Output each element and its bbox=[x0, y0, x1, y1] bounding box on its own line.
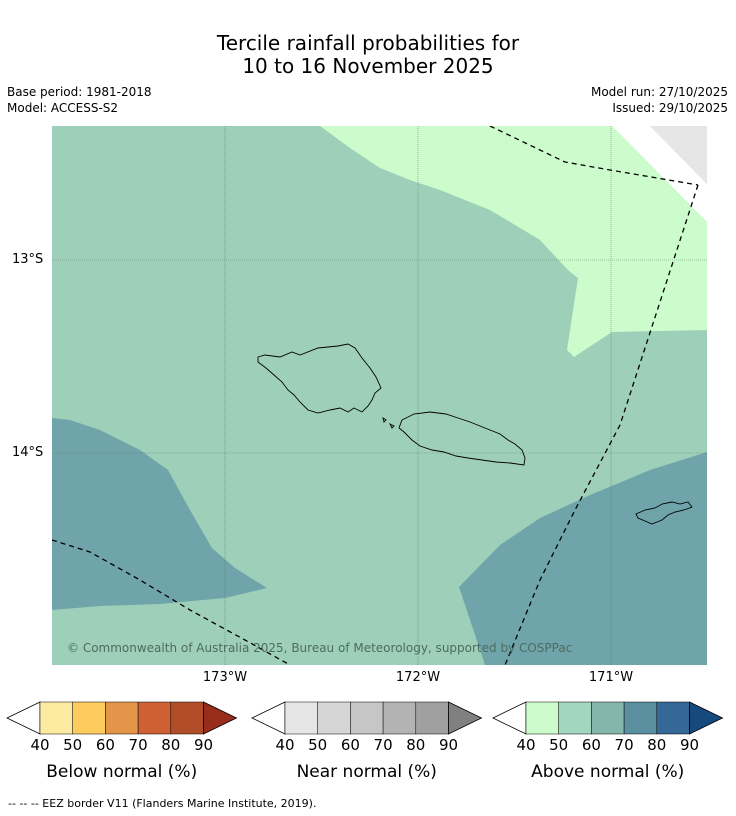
apolima-island bbox=[388, 422, 395, 429]
colorbar-segment bbox=[105, 701, 139, 735]
colorbar-tick: 60 bbox=[95, 736, 115, 754]
colorbar-tick: 80 bbox=[406, 736, 426, 754]
colorbar-segment bbox=[492, 701, 527, 735]
colorbar-tick: 50 bbox=[63, 736, 83, 754]
colorbar-tick: 40 bbox=[516, 736, 536, 754]
colorbar-tick: 90 bbox=[438, 736, 459, 754]
colorbar-segment bbox=[558, 701, 592, 735]
colorbar-tick: 60 bbox=[581, 736, 601, 754]
manono-island bbox=[382, 416, 387, 423]
colorbar-segment bbox=[415, 701, 449, 735]
colorbar-tick: 80 bbox=[161, 736, 181, 754]
colorbar-tick: 50 bbox=[308, 736, 328, 754]
colorbar-segment bbox=[72, 701, 106, 735]
lon-label-173w: 173°W bbox=[202, 670, 248, 685]
region-above-60-east bbox=[459, 452, 707, 665]
colorbar-tick: 50 bbox=[549, 736, 569, 754]
region-above-40 bbox=[320, 126, 707, 357]
colorbar-segment bbox=[656, 701, 690, 735]
colorbar-segment bbox=[137, 701, 172, 735]
colorbar-1 bbox=[251, 701, 483, 735]
lat-label-13s: 13°S bbox=[12, 252, 44, 267]
map-title-line1: Tercile rainfall probabilities for bbox=[216, 31, 520, 55]
colorbar-segment bbox=[203, 701, 238, 735]
colorbar-segment bbox=[448, 701, 483, 735]
colorbar-segment bbox=[6, 701, 41, 735]
lat-label-14s: 14°S bbox=[12, 445, 44, 460]
base-period: Base period: 1981-2018 bbox=[7, 85, 152, 99]
forecast-map bbox=[52, 126, 707, 665]
model-run: Model run: 27/10/2025 bbox=[590, 85, 728, 99]
eez-footnote: -- -- -- EEZ border V11 (Flanders Marine… bbox=[8, 797, 317, 810]
region-above-60-west bbox=[52, 418, 267, 610]
issued-date: Issued: 29/10/2025 bbox=[612, 101, 728, 115]
colorbar-tick: 90 bbox=[679, 736, 700, 754]
colorbar-label: Near normal (%) bbox=[296, 762, 437, 782]
eez-border-southwest bbox=[52, 539, 291, 665]
lon-label-171w: 171°W bbox=[588, 670, 634, 685]
copyright-notice: © Commonwealth of Australia 2025, Bureau… bbox=[67, 641, 573, 655]
colorbar-tick: 90 bbox=[193, 736, 214, 754]
colorbars bbox=[6, 701, 724, 735]
upolu-island bbox=[398, 411, 526, 466]
colorbar-segment bbox=[39, 701, 73, 735]
colorbar-segment bbox=[689, 701, 724, 735]
colorbar-0 bbox=[6, 701, 238, 735]
colorbar-tick: 80 bbox=[647, 736, 667, 754]
lon-label-172w: 172°W bbox=[395, 670, 441, 685]
colorbar-tick: 60 bbox=[340, 736, 360, 754]
colorbar-segment bbox=[284, 701, 318, 735]
colorbar-label: Above normal (%) bbox=[531, 762, 685, 782]
model-name: Model: ACCESS-S2 bbox=[7, 101, 119, 115]
colorbar-segment bbox=[591, 701, 625, 735]
colorbar-segment bbox=[350, 701, 384, 735]
savaii-island bbox=[257, 343, 382, 414]
colorbar-label: Below normal (%) bbox=[46, 762, 198, 782]
region-white-gap bbox=[612, 126, 707, 222]
colorbar-tick: 70 bbox=[373, 736, 393, 754]
colorbar-segment bbox=[382, 701, 417, 735]
colorbar-tick: 40 bbox=[30, 736, 50, 754]
colorbar-tick: 70 bbox=[128, 736, 148, 754]
colorbar-2 bbox=[492, 701, 724, 735]
map-title-line2: 10 to 16 November 2025 bbox=[242, 54, 494, 78]
colorbar-segment bbox=[317, 701, 351, 735]
colorbar-segment bbox=[251, 701, 286, 735]
colorbar-segment bbox=[170, 701, 204, 735]
colorbar-tick: 70 bbox=[614, 736, 634, 754]
tutuila-island bbox=[635, 501, 693, 525]
colorbar-segment bbox=[525, 701, 559, 735]
colorbar-segment bbox=[623, 701, 658, 735]
colorbar-tick: 40 bbox=[275, 736, 295, 754]
eez-border-north bbox=[489, 126, 699, 186]
